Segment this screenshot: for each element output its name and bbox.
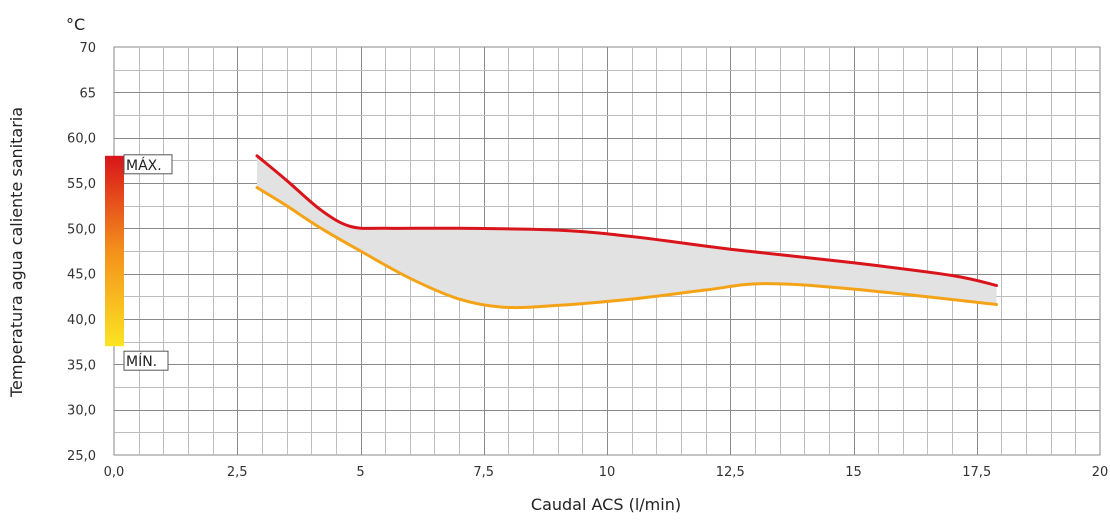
x-tick-label: 5 — [356, 465, 364, 480]
y-tick-label: 30,0 — [67, 404, 96, 419]
min-tag: MÍN. — [126, 353, 157, 370]
series-line-min — [255, 186, 998, 310]
y-unit-label: °C — [66, 15, 85, 34]
min-tag-box — [123, 350, 169, 371]
x-tick-label: 10 — [599, 465, 616, 480]
tick-labels: 0,0 2,5 5 7,5 10 12,5 15 17,5 20 25,0 30,0 35,0 40,0… — [67, 41, 1108, 480]
range-band — [257, 155, 997, 308]
y-tick-label: 70 — [79, 41, 96, 56]
y-tick-label: 40,0 — [67, 313, 96, 328]
y-tick-label: 55,0 — [67, 177, 96, 192]
x-axis-title: Caudal ACS (l/min) — [531, 495, 681, 514]
x-tick-label: 7,5 — [473, 465, 494, 480]
max-tag: MÁX. — [126, 157, 162, 174]
y-tick-label: 45,0 — [67, 268, 96, 283]
temperature-range-bar — [105, 155, 124, 347]
x-tick-label: 12,5 — [716, 465, 745, 480]
y-tick-label: 25,0 — [67, 449, 96, 464]
y-tick-label: 65 — [79, 86, 96, 101]
max-tag-box — [123, 154, 173, 175]
y-tick-label: 50,0 — [67, 222, 96, 237]
x-tick-label: 2,5 — [227, 465, 248, 480]
y-axis-title: Temperatura agua caliente sanitaria — [7, 107, 26, 398]
x-tick-label: 15 — [845, 465, 862, 480]
y-tick-label: 35,0 — [67, 358, 96, 373]
x-tick-label: 20 — [1092, 465, 1109, 480]
y-tick-label: 60,0 — [67, 132, 96, 147]
x-tick-label: 0,0 — [104, 465, 125, 480]
x-tick-label: 17,5 — [962, 465, 991, 480]
series-line-max — [255, 154, 998, 287]
